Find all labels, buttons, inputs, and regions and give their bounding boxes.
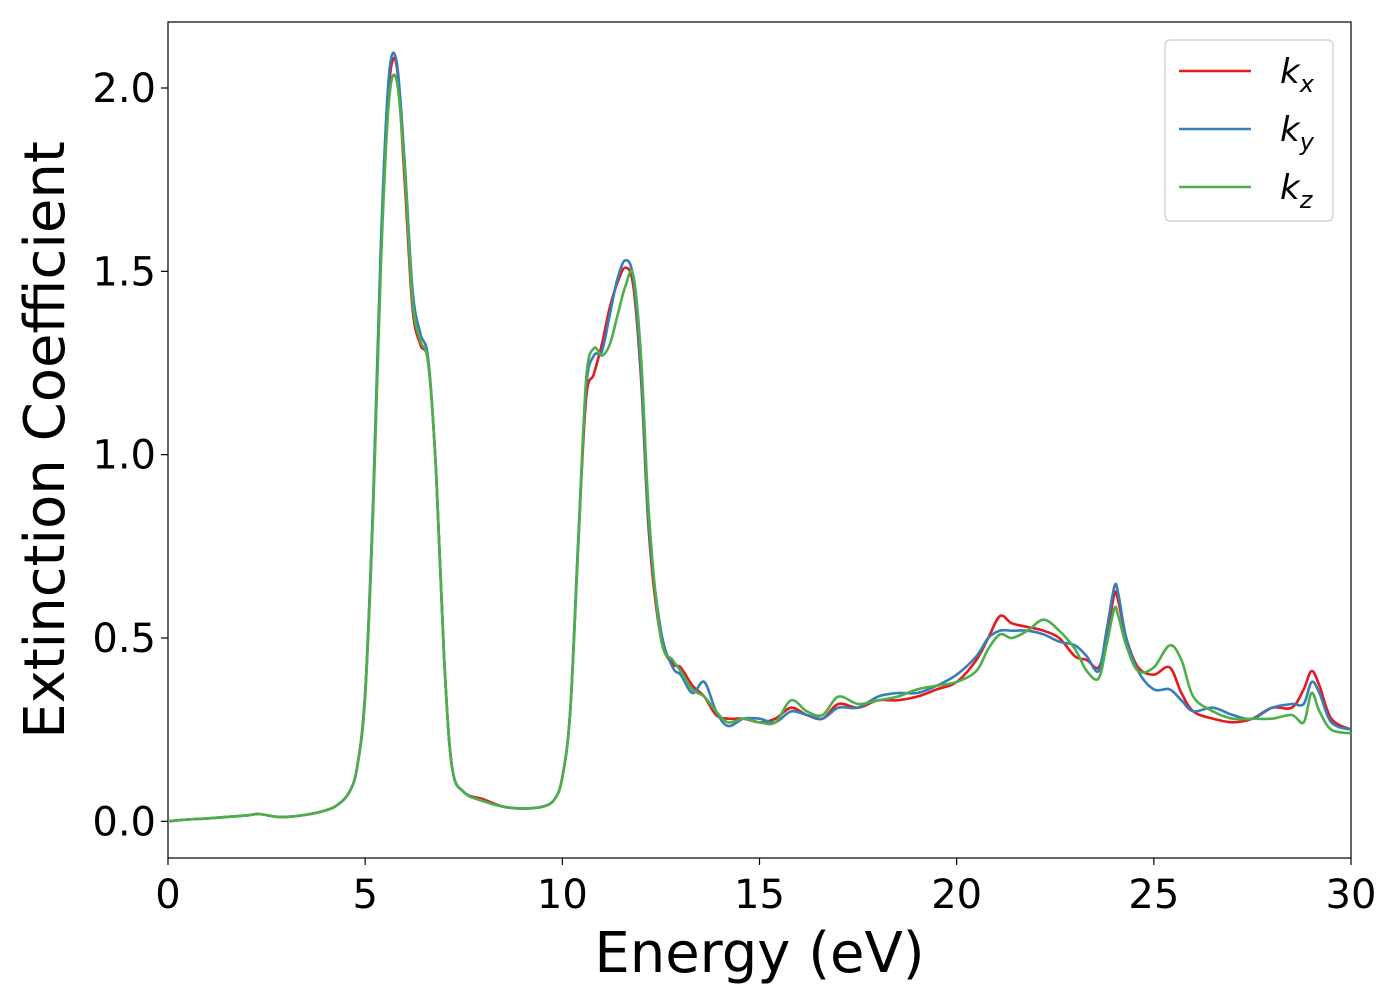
x-tick-label: 15 [734,872,785,918]
x-tick-label: 25 [1128,872,1179,918]
y-tick-label: 0.5 [92,616,156,662]
y-tick-label: 2.0 [92,66,156,112]
y-tick-label: 1.5 [92,249,156,295]
x-tick-label: 30 [1326,872,1377,918]
y-tick-label: 1.0 [92,433,156,479]
x-tick-label: 5 [352,872,377,918]
x-axis-label: Energy (eV) [594,921,924,986]
legend-label-sub: y [1299,128,1315,156]
legend-label: ky [1280,110,1315,156]
x-tick-label: 0 [155,872,180,918]
legend-label: kz [1280,168,1314,214]
legend-label-main: k [1280,168,1301,208]
y-axis: 0.0 0.5 1.0 1.5 2.0 [92,66,168,845]
x-axis: 0 5 10 15 20 25 30 [155,858,1376,918]
legend-label-main: k [1280,110,1301,150]
x-tick-label: 10 [537,872,588,918]
legend-box [1164,39,1334,222]
y-axis-label: Extinction Coefficient [13,141,78,739]
y-tick-label: 0.0 [92,799,156,845]
legend-label-main: k [1280,52,1301,92]
x-tick-label: 20 [931,872,982,918]
series-line-kz [168,73,1351,823]
series-lines [168,51,1351,823]
legend-label-sub: z [1299,186,1314,214]
legend-label-sub: x [1299,70,1315,98]
legend-label: kx [1280,52,1315,98]
